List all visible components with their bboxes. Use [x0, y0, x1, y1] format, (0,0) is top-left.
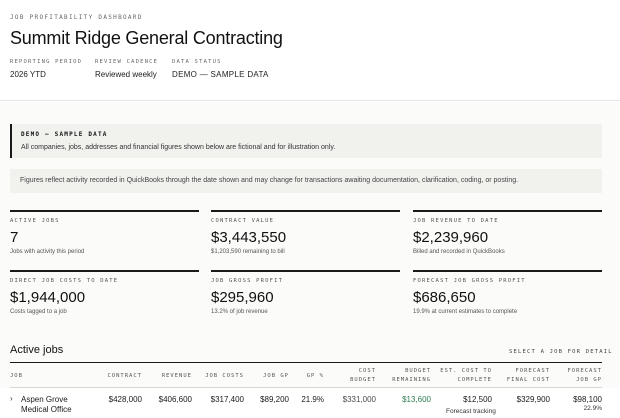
- chevron-right-icon[interactable]: ›: [10, 394, 13, 403]
- col-header-est-cost-to-complete[interactable]: EST. COST TO COMPLETE: [431, 367, 492, 385]
- demo-banner: DEMO — SAMPLE DATA All companies, jobs, …: [10, 124, 602, 158]
- kpi-label: CONTRACT VALUE: [211, 218, 275, 224]
- cell-forecast-final-cost: $329,900: [516, 395, 550, 404]
- col-header-line: BUDGET: [350, 377, 376, 383]
- kpi-label: JOB GROSS PROFIT: [211, 278, 284, 284]
- page-header: JOB PROFITABILITY DASHBOARD Summit Ridge…: [0, 0, 620, 101]
- meta-label: REPORTING PERIOD: [10, 59, 83, 65]
- col-header-gp-pct[interactable]: GP %: [306, 373, 324, 379]
- select-job-link[interactable]: SELECT A JOB FOR DETAIL: [509, 349, 613, 355]
- kpi-active-jobs: ACTIVE JOBS 7 Jobs with activity this pe…: [10, 210, 199, 262]
- col-header-job-costs[interactable]: JOB COSTS: [205, 373, 244, 379]
- col-header-line: JOB GP: [576, 377, 602, 383]
- kpi-direct-job-costs: DIRECT JOB COSTS TO DATE $1,944,000 Cost…: [10, 270, 199, 322]
- kpi-value: $686,650: [413, 289, 476, 306]
- kpi-value: $295,960: [211, 289, 274, 306]
- job-name-line: Medical Office: [21, 405, 72, 414]
- col-header-job[interactable]: JOB: [10, 373, 23, 379]
- col-header-line: FINAL COST: [506, 377, 550, 383]
- banner-body: All companies, jobs, addresses and finan…: [21, 144, 336, 151]
- kpi-label: DIRECT JOB COSTS TO DATE: [10, 278, 119, 284]
- section-title: Active jobs: [10, 344, 64, 356]
- cell-gp-pct: 21.9%: [301, 395, 324, 404]
- status-badge: DEMO — SAMPLE DATA: [172, 70, 269, 79]
- col-header-line: COMPLETE: [457, 377, 492, 383]
- kpi-value: $1,944,000: [10, 289, 86, 306]
- kpi-job-revenue: JOB REVENUE TO DATE $2,239,960 Billed an…: [413, 210, 602, 262]
- kpi-label: ACTIVE JOBS: [10, 218, 60, 224]
- kpi-value: 7: [10, 229, 19, 246]
- cell-revenue: $406,600: [158, 395, 192, 404]
- cell-contract: $428,000: [108, 395, 142, 404]
- cell-forecast-gp-pct: 22.9%: [583, 405, 602, 412]
- banner-title: DEMO — SAMPLE DATA: [21, 131, 108, 138]
- meta-value: 2026 YTD: [10, 70, 46, 79]
- kpi-subtext: 13.2% of job revenue: [211, 309, 268, 315]
- col-header-line: COST: [358, 368, 376, 374]
- kpi-subtext: $1,203,590 remaining to bill: [211, 249, 285, 255]
- kpi-subtext: Costs tagged to a job: [10, 309, 67, 315]
- data-disclaimer: Figures reflect activity recorded in Qui…: [10, 169, 602, 193]
- kpi-contract-value: CONTRACT VALUE $3,443,550 $1,203,590 rem…: [211, 210, 400, 262]
- kpi-value: $2,239,960: [413, 229, 489, 246]
- cell-job-gp: $89,200: [260, 395, 289, 404]
- cell-cost-budget: $331,000: [342, 395, 376, 404]
- cell-job-costs: $317,400: [210, 395, 244, 404]
- cell-est-cost-to-complete: $12,500: [463, 395, 492, 404]
- col-header-revenue[interactable]: REVENUE: [161, 373, 192, 379]
- job-name-line: Aspen Grove: [21, 395, 68, 404]
- col-header-line: REMAINING: [392, 377, 431, 383]
- kpi-label: JOB REVENUE TO DATE: [413, 218, 499, 224]
- table-top-rule: [10, 362, 602, 363]
- col-header-contract[interactable]: CONTRACT: [107, 373, 142, 379]
- cell-est-cost-note: Forecast tracking: [446, 408, 496, 415]
- meta-label: REVIEW CADENCE: [95, 59, 159, 65]
- meta-reporting-period: REPORTING PERIOD 2026 YTD: [10, 59, 82, 79]
- table-row[interactable]: [0, 388, 620, 418]
- page-title: Summit Ridge General Contracting: [10, 28, 283, 48]
- col-header-line: BUDGET: [405, 368, 431, 374]
- col-header-forecast-final-cost[interactable]: FORECAST FINAL COST: [492, 367, 550, 385]
- disclaimer-text: Figures reflect activity recorded in Qui…: [20, 177, 519, 184]
- table-header-rule: [10, 387, 602, 388]
- col-header-forecast-job-gp[interactable]: FORECAST JOB GP: [550, 367, 602, 385]
- col-header-line: FORECAST: [515, 368, 550, 374]
- meta-review-cadence: REVIEW CADENCE Reviewed weekly: [95, 59, 158, 79]
- cell-forecast-job-gp: $98,100: [573, 395, 602, 404]
- kpi-label: FORECAST JOB GROSS PROFIT: [413, 278, 526, 284]
- col-header-cost-budget[interactable]: COST BUDGET: [324, 367, 376, 385]
- kpi-forecast-gross-profit: FORECAST JOB GROSS PROFIT $686,650 19.9%…: [413, 270, 602, 322]
- kpi-subtext: 19.9% at current estimates to complete: [413, 309, 518, 315]
- col-header-line: EST. COST TO: [440, 368, 492, 374]
- kpi-subtext: Billed and recorded in QuickBooks: [413, 249, 505, 255]
- job-name[interactable]: Aspen Grove Medical Office: [21, 395, 72, 415]
- kpi-subtext: Jobs with activity this period: [10, 249, 85, 255]
- col-header-line: FORECAST: [567, 368, 602, 374]
- page-eyebrow: JOB PROFITABILITY DASHBOARD: [10, 14, 143, 21]
- meta-label: DATA STATUS: [172, 59, 222, 65]
- col-header-budget-remaining[interactable]: BUDGET REMAINING: [376, 367, 431, 385]
- kpi-job-gross-profit: JOB GROSS PROFIT $295,960 13.2% of job r…: [211, 270, 400, 322]
- meta-data-status: DATA STATUS DEMO — SAMPLE DATA: [172, 59, 269, 79]
- cell-budget-remaining: $13,600: [402, 395, 431, 404]
- meta-value: Reviewed weekly: [95, 70, 157, 79]
- col-header-job-gp[interactable]: JOB GP: [263, 373, 289, 379]
- kpi-value: $3,443,550: [211, 229, 287, 246]
